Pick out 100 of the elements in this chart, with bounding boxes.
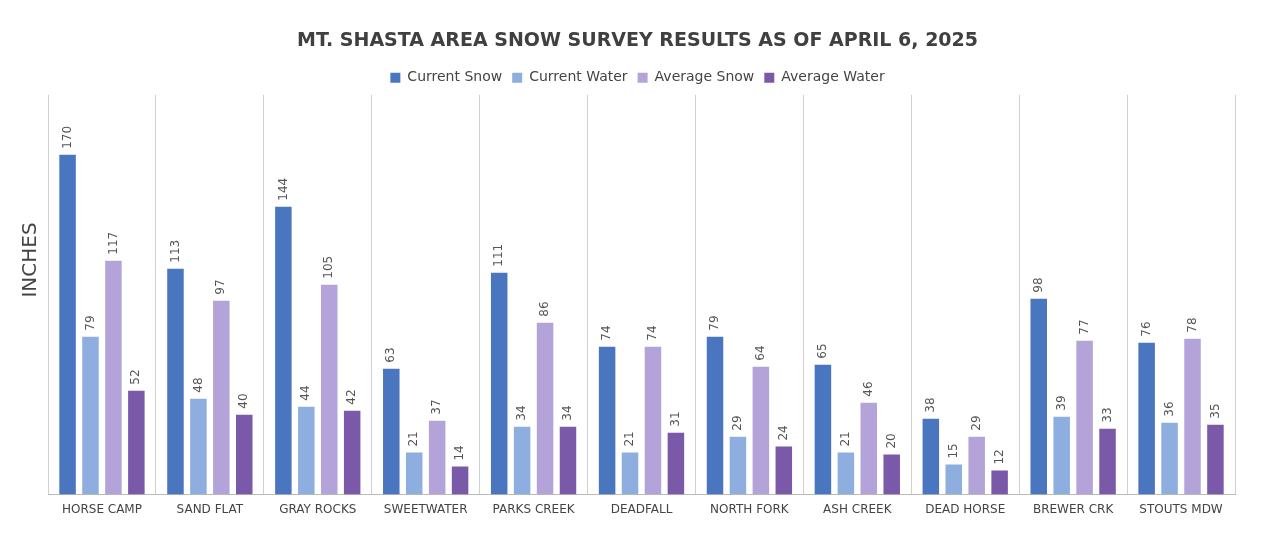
bar xyxy=(752,366,770,495)
data-label: 29 xyxy=(968,415,983,431)
bar xyxy=(621,452,639,495)
bar xyxy=(343,410,361,495)
data-label: 111 xyxy=(491,243,506,267)
bar xyxy=(383,368,400,495)
x-tick-label: ASH CREEK xyxy=(823,501,893,516)
data-label: 21 xyxy=(406,431,421,447)
x-tick-label: SWEETWATER xyxy=(383,501,468,516)
bar xyxy=(706,336,724,495)
data-label: 31 xyxy=(668,411,683,427)
chart-title: MT. SHASTA AREA SNOW SURVEY RESULTS AS OF APRIL 6, 2025 xyxy=(296,28,979,51)
x-tick-label: BREWER CRK xyxy=(1032,501,1115,516)
bar xyxy=(775,446,793,495)
bar xyxy=(968,436,985,495)
x-tick-label: DEADFALL xyxy=(610,501,673,516)
bar xyxy=(1207,424,1224,495)
data-label: 113 xyxy=(167,239,182,263)
bar xyxy=(667,432,685,495)
bar xyxy=(128,390,145,495)
bar xyxy=(837,452,855,495)
data-label: 36 xyxy=(1161,401,1176,417)
x-tick-label: PARKS CREEK xyxy=(492,501,576,516)
bar xyxy=(167,268,184,495)
data-label: 37 xyxy=(429,399,444,415)
data-label: 20 xyxy=(883,433,898,449)
bar xyxy=(82,336,99,495)
bar xyxy=(490,272,508,495)
bar xyxy=(513,426,531,495)
data-label: 76 xyxy=(1138,321,1153,337)
data-label: 105 xyxy=(321,255,336,279)
bar xyxy=(729,436,747,495)
bar xyxy=(428,420,446,495)
bar xyxy=(1030,298,1047,495)
data-label: 79 xyxy=(82,315,97,331)
x-tick-label: STOUTS MDW xyxy=(1139,501,1223,516)
bar xyxy=(536,322,554,495)
legend-label: Current Snow xyxy=(407,68,503,85)
data-label: 64 xyxy=(753,345,767,361)
bar xyxy=(1161,422,1178,495)
bar xyxy=(991,470,1008,495)
bar xyxy=(275,206,292,495)
data-label: 42 xyxy=(344,389,359,405)
data-label: 21 xyxy=(622,431,637,447)
bar xyxy=(598,346,616,495)
data-label: 33 xyxy=(1099,407,1114,423)
bar xyxy=(213,300,230,495)
bar xyxy=(59,154,76,495)
data-label: 78 xyxy=(1184,317,1199,333)
legend-label: Average Snow xyxy=(654,68,755,85)
bar xyxy=(190,398,207,495)
x-tick-label: DEAD HORSE xyxy=(925,501,1006,516)
data-label: 86 xyxy=(537,301,552,317)
bar xyxy=(559,426,577,495)
x-tick-label: GRAY ROCKS xyxy=(279,501,357,516)
bar xyxy=(298,406,315,495)
data-label: 39 xyxy=(1053,395,1068,411)
bar xyxy=(814,364,832,495)
legend-label: Current Water xyxy=(529,68,628,85)
bar xyxy=(922,418,940,495)
legend-label: Average Water xyxy=(781,68,885,85)
data-label: 24 xyxy=(775,425,790,441)
data-label: 117 xyxy=(105,231,120,255)
data-label: 44 xyxy=(298,385,313,401)
data-label: 98 xyxy=(1030,277,1045,293)
data-label: 97 xyxy=(213,279,228,295)
bar xyxy=(883,454,900,495)
data-label: 48 xyxy=(190,377,205,393)
data-label: 74 xyxy=(645,325,660,341)
bar xyxy=(236,414,253,495)
data-label: 29 xyxy=(730,415,745,431)
data-label: 77 xyxy=(1076,319,1091,335)
data-label: 35 xyxy=(1207,403,1222,419)
x-tick-label: HORSE CAMP xyxy=(61,501,142,516)
bar xyxy=(105,260,122,495)
data-label: 40 xyxy=(236,393,251,409)
data-label: 34 xyxy=(514,405,529,421)
bar xyxy=(405,452,423,495)
bar xyxy=(945,464,963,495)
x-tick-label: NORTH FORK xyxy=(710,501,790,516)
data-label: 38 xyxy=(922,397,937,413)
data-label: 144 xyxy=(275,177,290,201)
bar xyxy=(1053,416,1070,495)
bar xyxy=(1184,338,1201,495)
bar xyxy=(1076,340,1093,495)
bar xyxy=(451,466,469,495)
bar xyxy=(1099,428,1116,495)
data-label: 12 xyxy=(991,449,1006,465)
data-label: 15 xyxy=(945,443,960,459)
data-label: 63 xyxy=(383,347,398,363)
data-label: 21 xyxy=(837,431,852,447)
y-axis-title: INCHES xyxy=(17,222,42,298)
bar xyxy=(320,284,338,495)
bar xyxy=(1138,342,1155,495)
data-label: 34 xyxy=(560,405,575,421)
bar xyxy=(644,346,662,495)
data-label: 170 xyxy=(59,125,74,149)
data-label: 14 xyxy=(452,445,467,461)
x-tick-label: SAND FLAT xyxy=(176,501,244,516)
data-label: 46 xyxy=(860,381,875,397)
